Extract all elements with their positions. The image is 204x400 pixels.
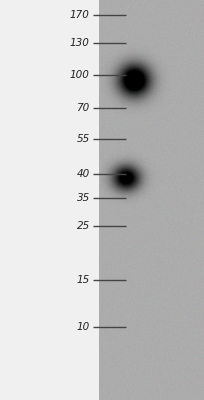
Text: 55: 55 [76, 134, 90, 144]
Text: 10: 10 [76, 322, 90, 332]
Text: 100: 100 [70, 70, 90, 80]
Text: 170: 170 [70, 10, 90, 20]
Text: 70: 70 [76, 103, 90, 113]
Text: 35: 35 [76, 192, 90, 202]
Text: 15: 15 [76, 275, 90, 285]
Text: 130: 130 [70, 38, 90, 48]
Text: 25: 25 [76, 221, 90, 231]
Text: 40: 40 [76, 169, 90, 179]
